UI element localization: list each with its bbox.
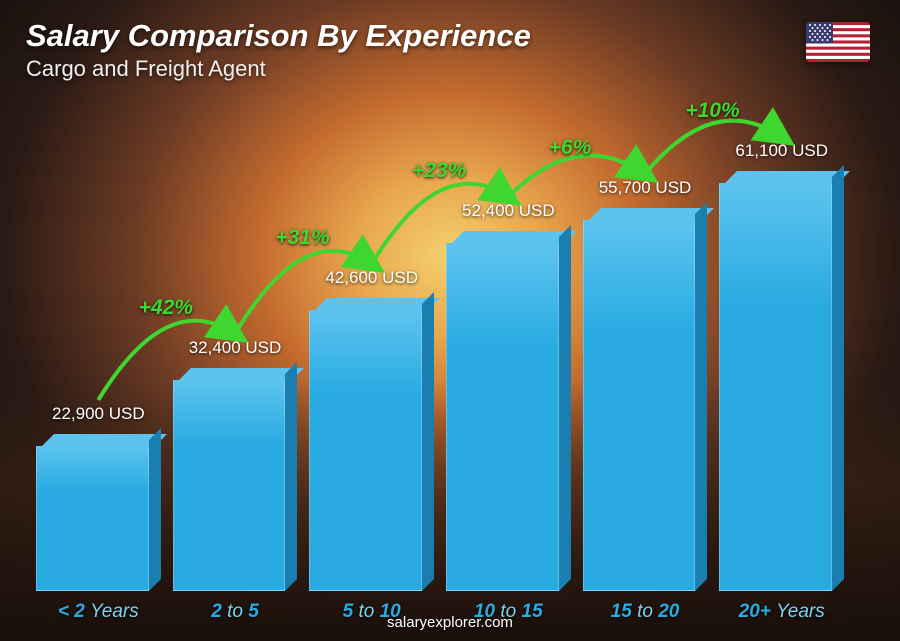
growth-label: +23%	[412, 159, 466, 183]
bar-group: 52,400 USD10 to 15	[446, 201, 571, 591]
bar-value-label: 52,400 USD	[462, 201, 555, 221]
bar	[719, 171, 844, 591]
country-flag-usa	[806, 22, 870, 62]
growth-label: +10%	[685, 99, 739, 123]
growth-label: +31%	[275, 226, 329, 250]
footer-source: salaryexplorer.com	[0, 614, 900, 631]
bar-group: 42,600 USD5 to 10	[309, 268, 434, 591]
bar-group: 22,900 USD< 2 Years	[36, 404, 161, 591]
bar-value-label: 22,900 USD	[52, 404, 145, 424]
bar-value-label: 55,700 USD	[599, 178, 692, 198]
bar	[583, 208, 708, 591]
bar	[173, 368, 298, 591]
bar	[309, 298, 434, 591]
header: Salary Comparison By Experience Cargo an…	[26, 18, 531, 82]
bar	[446, 231, 571, 591]
bar-group: 55,700 USD15 to 20	[583, 178, 708, 591]
growth-label: +6%	[549, 136, 592, 160]
chart-title: Salary Comparison By Experience	[26, 18, 531, 54]
chart-subtitle: Cargo and Freight Agent	[26, 56, 531, 82]
bar-value-label: 42,600 USD	[325, 268, 418, 288]
bar-chart: 22,900 USD< 2 Years32,400 USD2 to 542,60…	[30, 91, 850, 591]
bar-value-label: 32,400 USD	[189, 338, 282, 358]
bar-group: 32,400 USD2 to 5	[173, 338, 298, 591]
bar	[36, 434, 161, 591]
bar-group: 61,100 USD20+ Years	[719, 141, 844, 591]
bar-value-label: 61,100 USD	[735, 141, 828, 161]
growth-label: +42%	[139, 296, 193, 320]
